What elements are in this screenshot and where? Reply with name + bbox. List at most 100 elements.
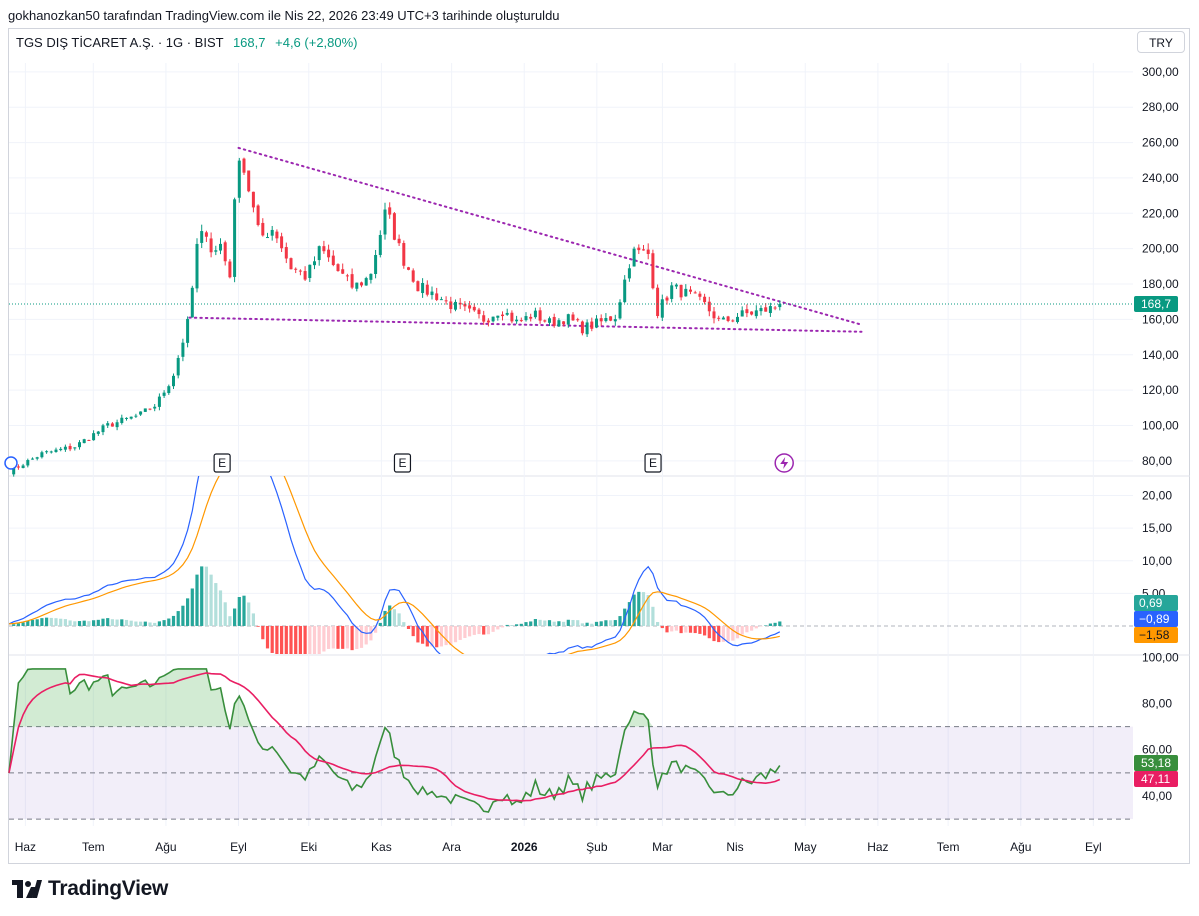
- candle-body: [73, 447, 77, 449]
- time-tick-label: Eyl: [230, 840, 247, 854]
- candle-body: [425, 284, 429, 295]
- price-tick-label: 240,00: [1142, 171, 1179, 185]
- macd-tick-label: 20,00: [1142, 489, 1172, 503]
- macd-histogram-bar: [618, 616, 622, 626]
- price-pane[interactable]: 300,00 280,00 260,00 240,00 220,00 200,00 180,…: [4, 63, 1179, 854]
- macd-histogram-bar: [129, 620, 133, 626]
- trendline-lower[interactable]: [188, 316, 863, 333]
- earnings-marker[interactable]: [644, 453, 662, 473]
- rsi-tick-label: 40,00: [1142, 789, 1172, 803]
- rsi-ma-line: [8, 672, 781, 802]
- candle-body: [350, 274, 354, 288]
- macd-histogram-bar: [298, 625, 302, 654]
- macd-histogram-bar: [585, 622, 589, 626]
- macd-histogram-bar: [214, 583, 218, 626]
- macd-histogram-bar: [209, 574, 213, 626]
- macd-histogram-bar: [96, 619, 100, 626]
- rsi-value-label-rsi_ma: 47,11: [1141, 772, 1170, 786]
- trendline-upper[interactable]: [237, 146, 863, 326]
- scroll-start-icon[interactable]: [4, 456, 18, 470]
- earnings-marker[interactable]: [393, 453, 412, 473]
- candle-body: [345, 275, 349, 277]
- candle-body: [120, 417, 124, 423]
- candle-body: [501, 314, 504, 317]
- candle-body: [106, 423, 110, 426]
- macd-histogram-bar: [77, 621, 82, 626]
- macd-line: [9, 476, 781, 654]
- time-tick-label: Haz: [15, 840, 36, 854]
- macd-histogram-bar: [482, 625, 486, 635]
- macd-histogram-bar: [40, 618, 44, 626]
- symbol-name[interactable]: TGS DIŞ TİCARET A.Ş. · 1G · BIST: [16, 35, 224, 50]
- candle-body: [204, 232, 208, 237]
- tradingview-logo[interactable]: TradingView: [12, 877, 168, 900]
- macd-histogram-bar: [754, 625, 758, 629]
- macd-histogram-bar: [153, 622, 157, 626]
- macd-histogram-bar: [693, 625, 697, 634]
- macd-histogram-bar: [453, 625, 458, 643]
- candle-body: [430, 291, 434, 296]
- macd-histogram-bar: [646, 595, 650, 626]
- candle-body: [693, 292, 697, 294]
- macd-histogram-bar: [515, 624, 519, 626]
- macd-histogram-bar: [641, 592, 646, 626]
- price-change: +4,6 (+2,80%): [275, 35, 358, 50]
- candle-body: [449, 301, 453, 310]
- candle-body: [660, 299, 664, 318]
- macd-histogram-bar: [383, 610, 387, 626]
- time-tick-label: Eyl: [1085, 840, 1102, 854]
- earnings-marker[interactable]: [213, 453, 231, 473]
- macd-histogram-bar: [477, 625, 481, 635]
- macd-histogram-bar: [35, 619, 39, 626]
- candle-body: [54, 449, 58, 453]
- macd-histogram-bar: [524, 622, 528, 626]
- lightning-icon-glyph: [780, 457, 789, 469]
- candle-body: [707, 301, 711, 312]
- candle-body: [637, 247, 641, 251]
- candle-body: [280, 236, 284, 249]
- macd-value-label-macd: −0,89: [1139, 612, 1170, 626]
- macd-histogram-bar: [604, 620, 608, 626]
- candle-body: [369, 273, 373, 280]
- rsi-tick-label: 100,00: [1142, 650, 1179, 664]
- macd-histogram-bar: [378, 622, 382, 626]
- macd-histogram-bar: [580, 623, 584, 626]
- macd-value-label-histogram: 0,69: [1139, 596, 1163, 610]
- macd-histogram-bar: [101, 618, 105, 626]
- macd-histogram-bar: [599, 621, 603, 626]
- macd-histogram-bar: [430, 625, 434, 647]
- macd-histogram-bar: [712, 625, 716, 642]
- candle-body: [242, 158, 246, 173]
- candle-body: [21, 465, 25, 469]
- macd-histogram-bar: [359, 625, 364, 648]
- candle-body: [609, 316, 613, 321]
- currency-button[interactable]: TRY: [1137, 31, 1185, 53]
- candle-body: [524, 316, 528, 321]
- macd-histogram-bar: [341, 625, 345, 649]
- macd-histogram-bar: [26, 620, 30, 626]
- macd-histogram-bar: [463, 625, 467, 638]
- symbol-legend: TGS DIŞ TİCARET A.Ş. · 1G · BIST 168,7 +…: [16, 35, 358, 50]
- macd-histogram-bar: [167, 618, 171, 626]
- rsi-pane[interactable]: 100,00 80,00 60,00 40,00 53,18 47,11: [8, 650, 1179, 820]
- candle-body: [336, 264, 340, 272]
- macd-histogram-bar: [543, 620, 547, 626]
- macd-histogram-bar: [402, 622, 406, 626]
- macd-histogram-bar: [143, 621, 147, 626]
- time-tick-label: 2026: [511, 840, 538, 854]
- macd-histogram-bar: [247, 602, 251, 626]
- candle-body: [468, 305, 472, 309]
- candle-body: [378, 234, 382, 255]
- candle-body: [580, 321, 584, 334]
- macd-value-label-bg: [1134, 627, 1178, 643]
- candle-body: [317, 246, 321, 261]
- tradingview-logo-icon: [12, 880, 42, 898]
- macd-histogram-bar: [726, 625, 730, 642]
- macd-histogram-bar: [190, 588, 194, 626]
- candle-body: [256, 205, 260, 225]
- macd-histogram-bar: [157, 621, 161, 626]
- macd-histogram-bar: [162, 620, 166, 626]
- candle-body: [623, 279, 627, 303]
